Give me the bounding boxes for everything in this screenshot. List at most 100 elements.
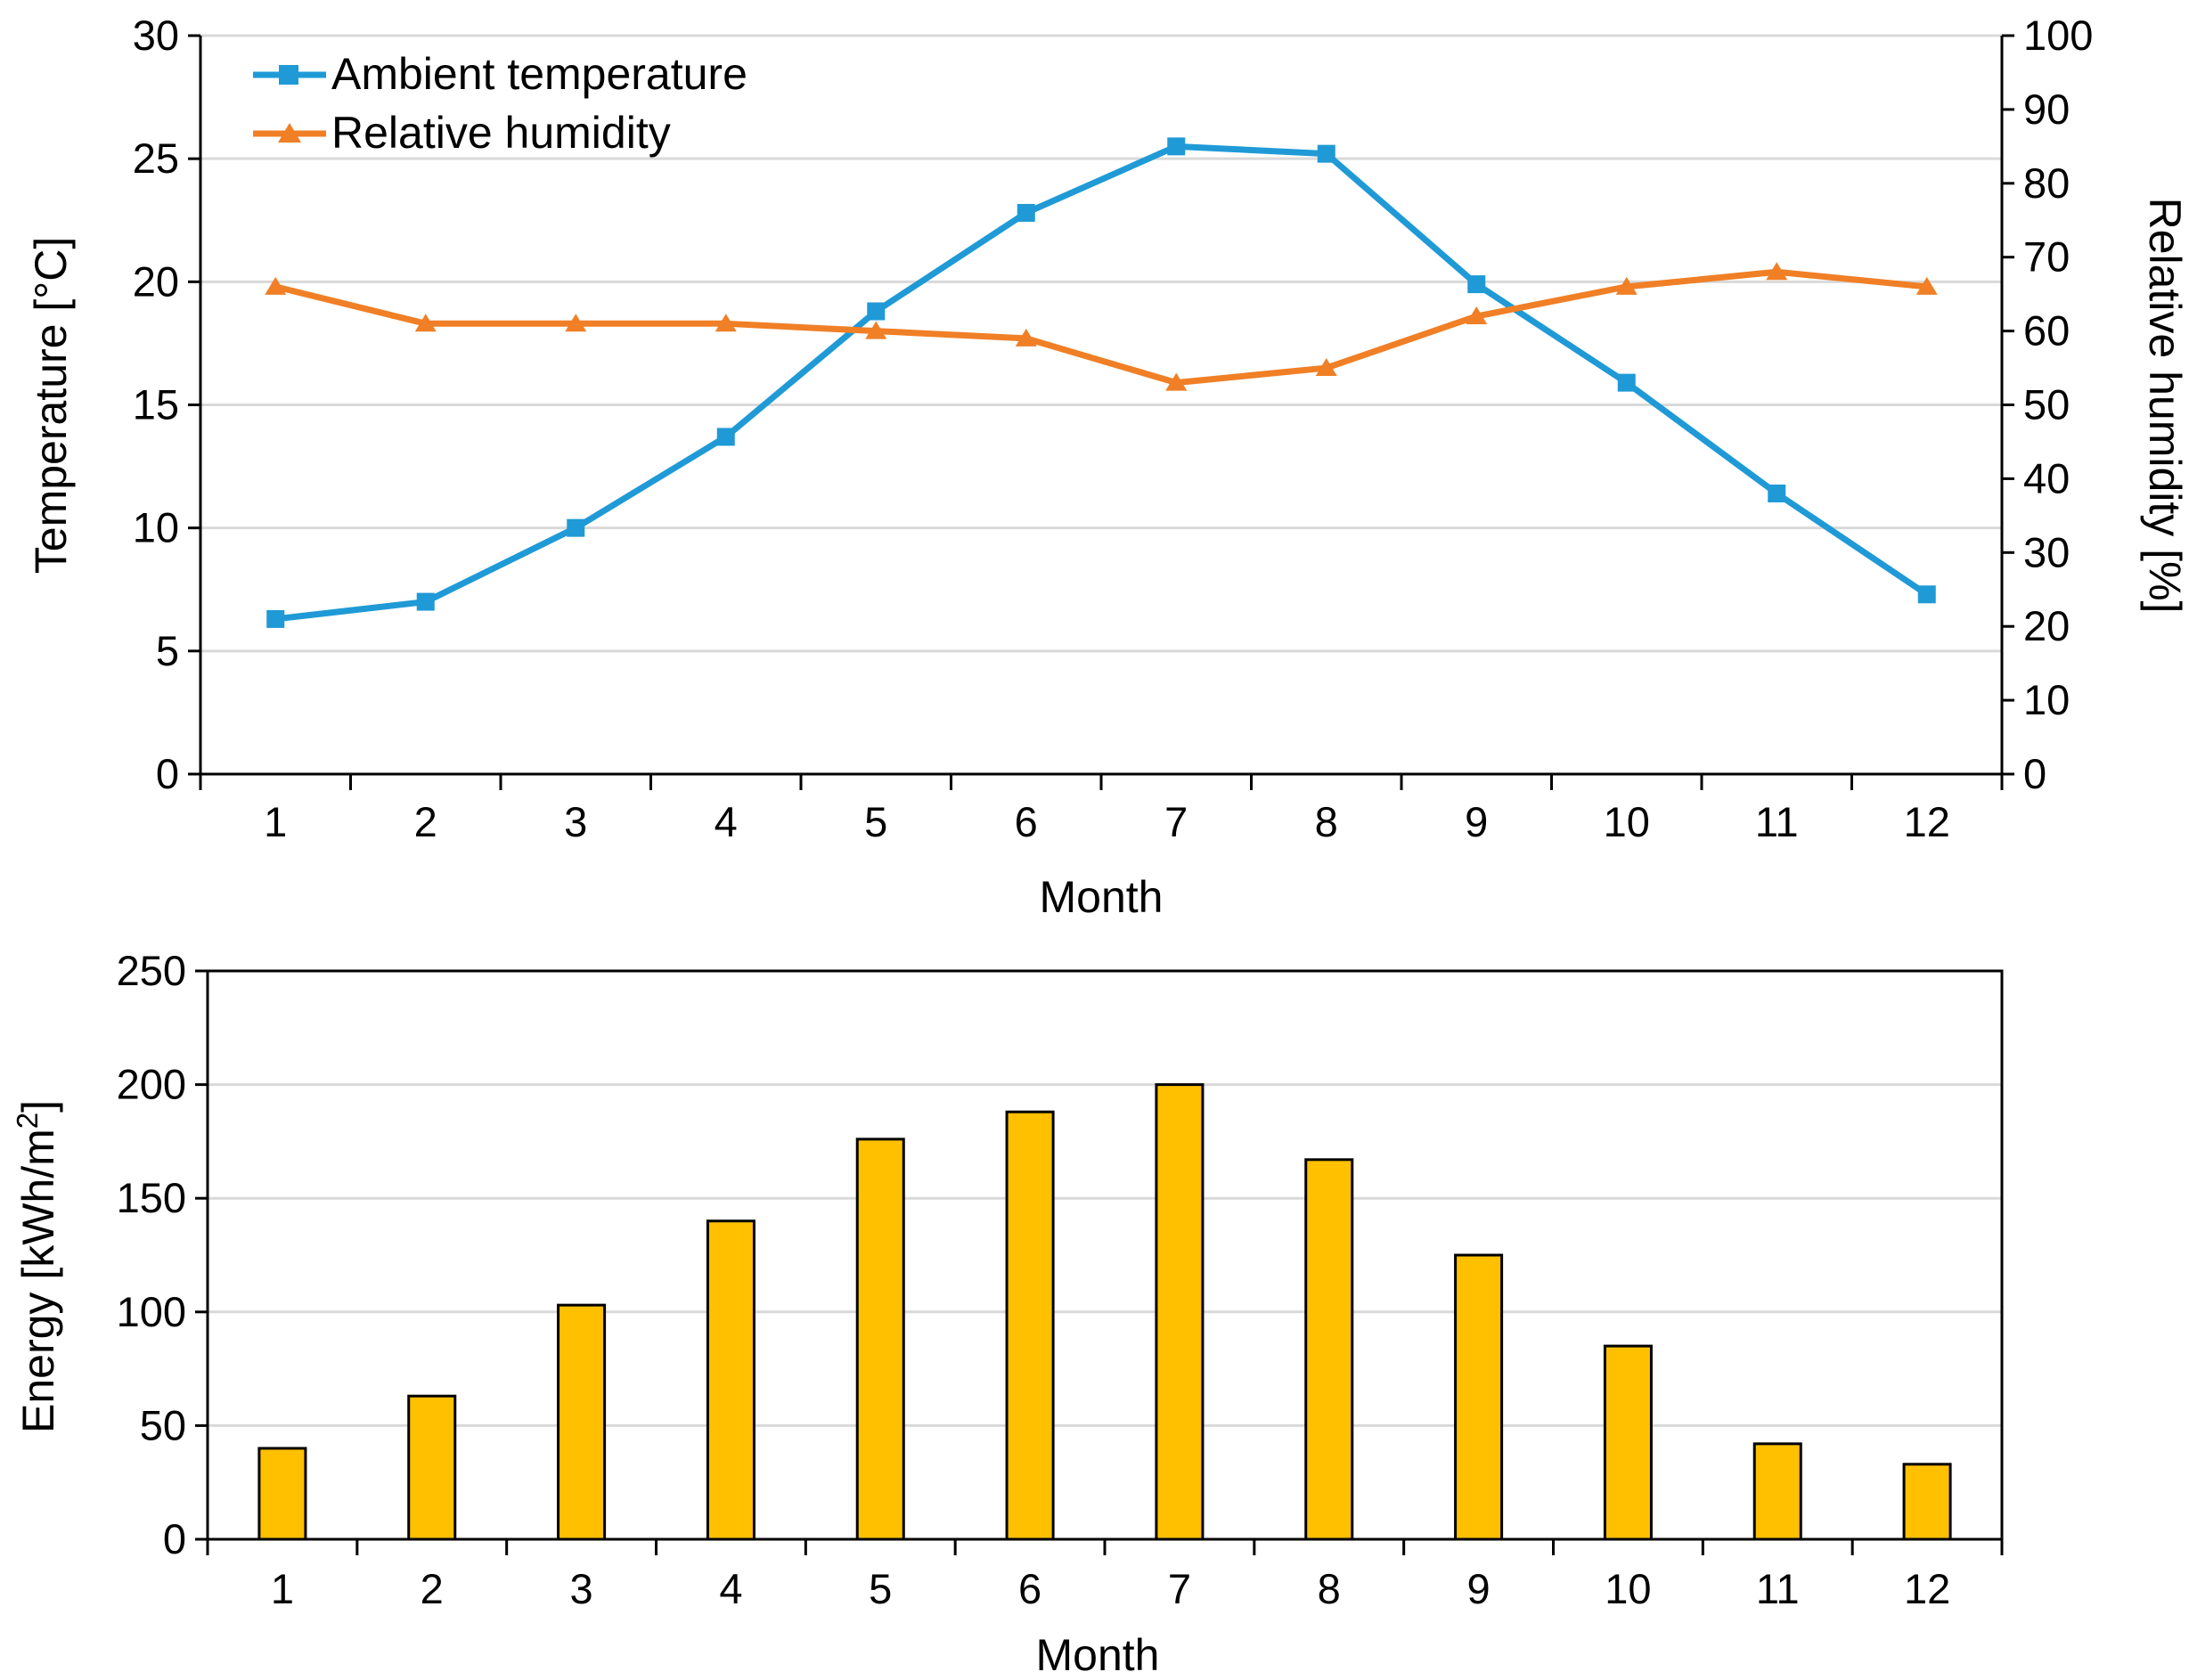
bottom-x-tick-label: 6 — [1018, 1565, 1041, 1612]
top-y-tick-label: 30 — [133, 12, 179, 59]
energy-bar — [407, 1394, 457, 1541]
bottom-y-tick-label: 200 — [117, 1061, 186, 1108]
top-x-tick-label: 4 — [715, 798, 738, 845]
top-x-tick-label: 1 — [264, 798, 287, 845]
legend: Ambient temperature Relative humidity — [253, 49, 747, 158]
temperature-point — [1768, 484, 1786, 502]
energy-bar — [557, 1303, 607, 1541]
humidity-point — [1466, 306, 1488, 325]
top-x-tick-label: 3 — [564, 798, 587, 845]
energy-bar — [1005, 1110, 1055, 1541]
legend-marker-triangle — [278, 123, 301, 143]
humidity-point — [265, 276, 287, 295]
top-x-tick-label: 2 — [414, 798, 437, 845]
top-series — [265, 137, 1938, 628]
top-x-tick-label: 9 — [1465, 798, 1488, 845]
top-x-tick-label: 12 — [1904, 798, 1950, 845]
top-y-right-tick-label: 20 — [2023, 602, 2070, 649]
legend-item-ambient-temperature: Ambient temperature — [253, 49, 747, 99]
energy-bar — [257, 1447, 307, 1541]
temperature-point — [1617, 373, 1636, 392]
bottom-axes — [195, 969, 2004, 1555]
top-y-right-tick-label: 100 — [2023, 12, 2093, 59]
temperature-point — [567, 518, 585, 537]
bottom-y-tick-label: 150 — [117, 1174, 186, 1221]
top-x-tick-label: 11 — [1755, 798, 1799, 845]
top-y-right-tick-label: 30 — [2023, 528, 2070, 575]
bottom-x-tick-label: 5 — [869, 1565, 892, 1612]
bottom-x-tick-label: 7 — [1168, 1565, 1191, 1612]
bottom-x-axis-title: Month — [1036, 1630, 1160, 1680]
bottom-y-tick-label: 100 — [117, 1288, 186, 1335]
energy-bar — [706, 1219, 756, 1541]
bottom-gridlines — [208, 969, 2002, 1427]
bottom-x-tick-label: 1 — [271, 1565, 294, 1612]
top-y-right-tick-label: 90 — [2023, 86, 2070, 133]
bottom-y-axis-title: Energy [kWh/m2] — [11, 1100, 63, 1433]
top-x-axis-title: Month — [1040, 872, 1164, 922]
humidity-point — [1766, 262, 1788, 281]
top-x-tick-label: 10 — [1604, 798, 1650, 845]
legend-label-ambient-temperature: Ambient temperature — [331, 49, 747, 99]
temperature-point — [867, 302, 886, 321]
top-y-tick-label: 5 — [156, 627, 179, 674]
top-y-tick-label: 25 — [133, 135, 179, 182]
temperature-point — [1317, 144, 1335, 163]
top-y-axis-right-title: Relative humidity [%] — [2140, 198, 2189, 614]
humidity-point — [414, 314, 437, 332]
energy-bar — [1304, 1158, 1354, 1541]
energy-bar — [1454, 1253, 1504, 1541]
top-y-right-tick-label: 0 — [2023, 750, 2046, 797]
legend-marker-square — [279, 65, 298, 85]
series-line-relative-humidity — [274, 268, 1928, 387]
top-y-right-tick-label: 60 — [2023, 307, 2070, 355]
bottom-x-tick-label: 10 — [1605, 1565, 1651, 1612]
top-y-tick-label: 10 — [133, 504, 179, 551]
energy-bar — [1155, 1083, 1205, 1541]
top-y-axis-title: Temperature [°C] — [26, 237, 76, 574]
bottom-plot-frame — [206, 969, 2004, 1541]
legend-item-relative-humidity: Relative humidity — [253, 108, 671, 158]
humidity-point — [715, 314, 737, 332]
top-y-right-tick-label: 10 — [2023, 676, 2070, 723]
top-y-right-tick-label: 40 — [2023, 454, 2070, 502]
series-line-ambient-temperature — [274, 143, 1929, 623]
top-gridlines — [200, 34, 2002, 653]
bottom-x-tick-label: 2 — [421, 1565, 444, 1612]
humidity-point — [1315, 358, 1337, 377]
top-y-right-tick-label: 70 — [2023, 233, 2070, 281]
humidity-point — [1165, 372, 1188, 391]
top-y-tick-label: 20 — [133, 257, 179, 305]
bottom-x-tick-label: 3 — [570, 1565, 593, 1612]
bottom-x-tick-label: 9 — [1467, 1565, 1491, 1612]
energy-bar — [1902, 1463, 1952, 1541]
humidity-point — [565, 314, 587, 332]
top-x-tick-label: 6 — [1015, 798, 1038, 845]
humidity-point — [1915, 276, 1938, 295]
temperature-point — [416, 592, 435, 611]
humidity-point — [865, 321, 887, 339]
bottom-x-tick-label: 4 — [719, 1565, 742, 1612]
bottom-x-tick-label: 11 — [1756, 1565, 1800, 1612]
top-y-tick-label: 15 — [133, 381, 179, 428]
bottom-x-tick-label: 8 — [1318, 1565, 1341, 1612]
top-y-right-tick-label: 80 — [2023, 159, 2070, 207]
temperature-point — [1917, 585, 1936, 604]
humidity-point — [1015, 328, 1037, 347]
energy-bar — [1752, 1442, 1802, 1541]
temperature-point — [1167, 137, 1186, 156]
top-axes — [188, 34, 2014, 790]
temperature-point — [716, 428, 735, 446]
top-y-right-tick-label: 50 — [2023, 381, 2070, 428]
humidity-point — [1615, 276, 1638, 295]
bottom-y-tick-label: 0 — [163, 1515, 186, 1562]
bottom-x-tick-label: 12 — [1904, 1565, 1950, 1612]
top-x-tick-label: 5 — [864, 798, 887, 845]
energy-bar — [855, 1138, 905, 1541]
bottom-y-tick-label: 50 — [140, 1401, 186, 1448]
